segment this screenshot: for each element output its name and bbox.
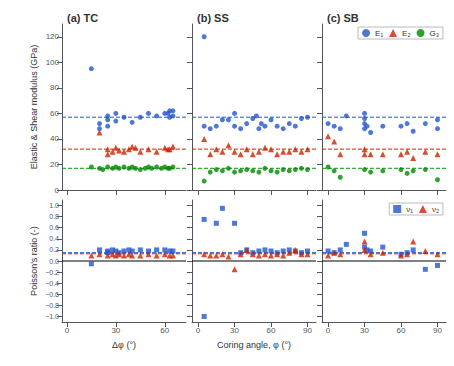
svg-text:0.2: 0.2 <box>49 246 59 253</box>
svg-text:100: 100 <box>46 58 60 67</box>
svg-text:(a) TC: (a) TC <box>67 12 98 24</box>
svg-text:Poisson's ratio (-): Poisson's ratio (-) <box>29 226 39 296</box>
svg-text:40: 40 <box>50 134 59 143</box>
svg-text:0.0: 0.0 <box>49 258 59 265</box>
svg-text:−0.8: −0.8 <box>45 302 59 309</box>
svg-text:90: 90 <box>303 326 312 335</box>
svg-text:−1.0: −1.0 <box>45 313 59 320</box>
svg-text:0: 0 <box>326 326 331 335</box>
svg-text:−0.6: −0.6 <box>45 291 59 298</box>
svg-text:0.6: 0.6 <box>49 224 59 231</box>
svg-text:0: 0 <box>196 326 201 335</box>
svg-text:30: 30 <box>111 326 120 335</box>
svg-text:0.4: 0.4 <box>49 235 59 242</box>
svg-text:G₃: G₃ <box>430 29 439 38</box>
svg-text:30: 30 <box>230 326 239 335</box>
svg-text:ν₂: ν₂ <box>432 205 439 214</box>
svg-text:60: 60 <box>50 109 59 118</box>
svg-text:20: 20 <box>50 160 59 169</box>
svg-text:0: 0 <box>65 326 70 335</box>
svg-text:Elastic & Shear modulus (GPa): Elastic & Shear modulus (GPa) <box>29 45 39 170</box>
svg-text:120: 120 <box>46 32 60 41</box>
svg-text:1.0: 1.0 <box>49 202 59 209</box>
svg-text:60: 60 <box>267 326 276 335</box>
svg-text:E₂: E₂ <box>402 29 410 38</box>
svg-text:30: 30 <box>360 326 369 335</box>
svg-text:60: 60 <box>160 326 169 335</box>
svg-text:ν₁: ν₁ <box>406 205 413 214</box>
svg-text:90: 90 <box>433 326 442 335</box>
svg-text:−0.2: −0.2 <box>45 269 59 276</box>
svg-text:0: 0 <box>55 186 60 195</box>
svg-text:Coring angle, φ (°): Coring angle, φ (°) <box>217 340 291 350</box>
svg-text:(b) SS: (b) SS <box>197 12 229 24</box>
svg-text:0.8: 0.8 <box>49 213 59 220</box>
svg-text:60: 60 <box>397 326 406 335</box>
svg-text:80: 80 <box>50 83 59 92</box>
svg-text:(c) SB: (c) SB <box>327 12 359 24</box>
svg-text:Δφ (°): Δφ (°) <box>112 340 136 350</box>
svg-text:−0.4: −0.4 <box>45 280 59 287</box>
svg-text:E₁: E₁ <box>375 29 383 38</box>
